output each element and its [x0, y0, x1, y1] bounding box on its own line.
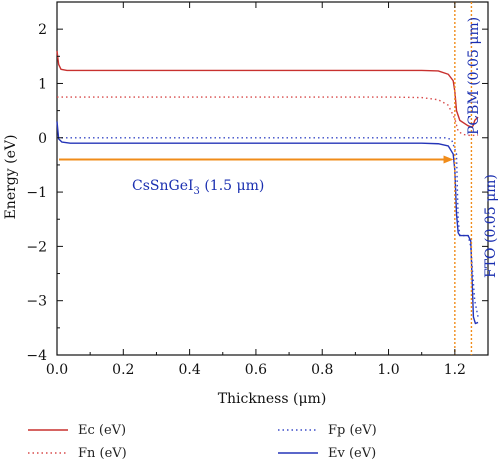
series-line-fp [57, 137, 479, 318]
y-axis-title: Energy (eV) [3, 135, 19, 220]
x-tick-label-3: 0.6 [245, 362, 267, 378]
series-line-ec [56, 50, 479, 128]
x-tick-label-5: 1.0 [377, 362, 399, 378]
series-line-fn [57, 96, 479, 137]
series-layer [56, 50, 479, 325]
y-tick-label-3: −1 [26, 185, 47, 201]
fto-label: FTO (0.05 μm) [483, 174, 499, 278]
annotation-layer: CsSnGeI3 (1.5 μm) PCBM (0.05 μm) FTO (0.… [59, 17, 499, 278]
legend-label-1: Fn (eV) [78, 446, 127, 461]
x-tick-label-0: 0.0 [46, 362, 68, 378]
series-line-ev [56, 121, 479, 325]
x-tick-label-2: 0.4 [178, 362, 200, 378]
x-tick-label-6: 1.2 [444, 362, 466, 378]
y-tick-label-4: 0 [38, 131, 47, 147]
plot-area [56, 1, 489, 356]
legend-label-3: Ev (eV) [328, 446, 376, 461]
pcbm-label: PCBM (0.05 μm) [466, 17, 482, 135]
absorber-label: CsSnGeI3 (1.5 μm) [132, 178, 264, 197]
legend-label-2: Fp (eV) [328, 423, 377, 438]
y-tick-label-0: −4 [26, 348, 47, 364]
y-tick-label-1: −3 [26, 294, 47, 310]
y-tick-label-6: 2 [38, 22, 47, 38]
x-tick-label-1: 0.2 [112, 362, 134, 378]
legend-label-0: Ec (eV) [78, 423, 126, 438]
legend: Ec (eV) Fn (eV) Fp (eV) Ev (eV) [28, 423, 377, 461]
y-tick-label-5: 1 [38, 76, 47, 92]
x-tick-label-4: 0.8 [311, 362, 333, 378]
plot-frame [56, 1, 489, 356]
x-axis-title: Thickness (μm) [218, 391, 327, 407]
axis-layer: Thickness (μm) Energy (eV) 0.0 0.2 0.4 0.6 0… [3, 2, 489, 407]
y-tick-label-2: −2 [26, 239, 47, 255]
boundary-layer [454, 2, 473, 355]
